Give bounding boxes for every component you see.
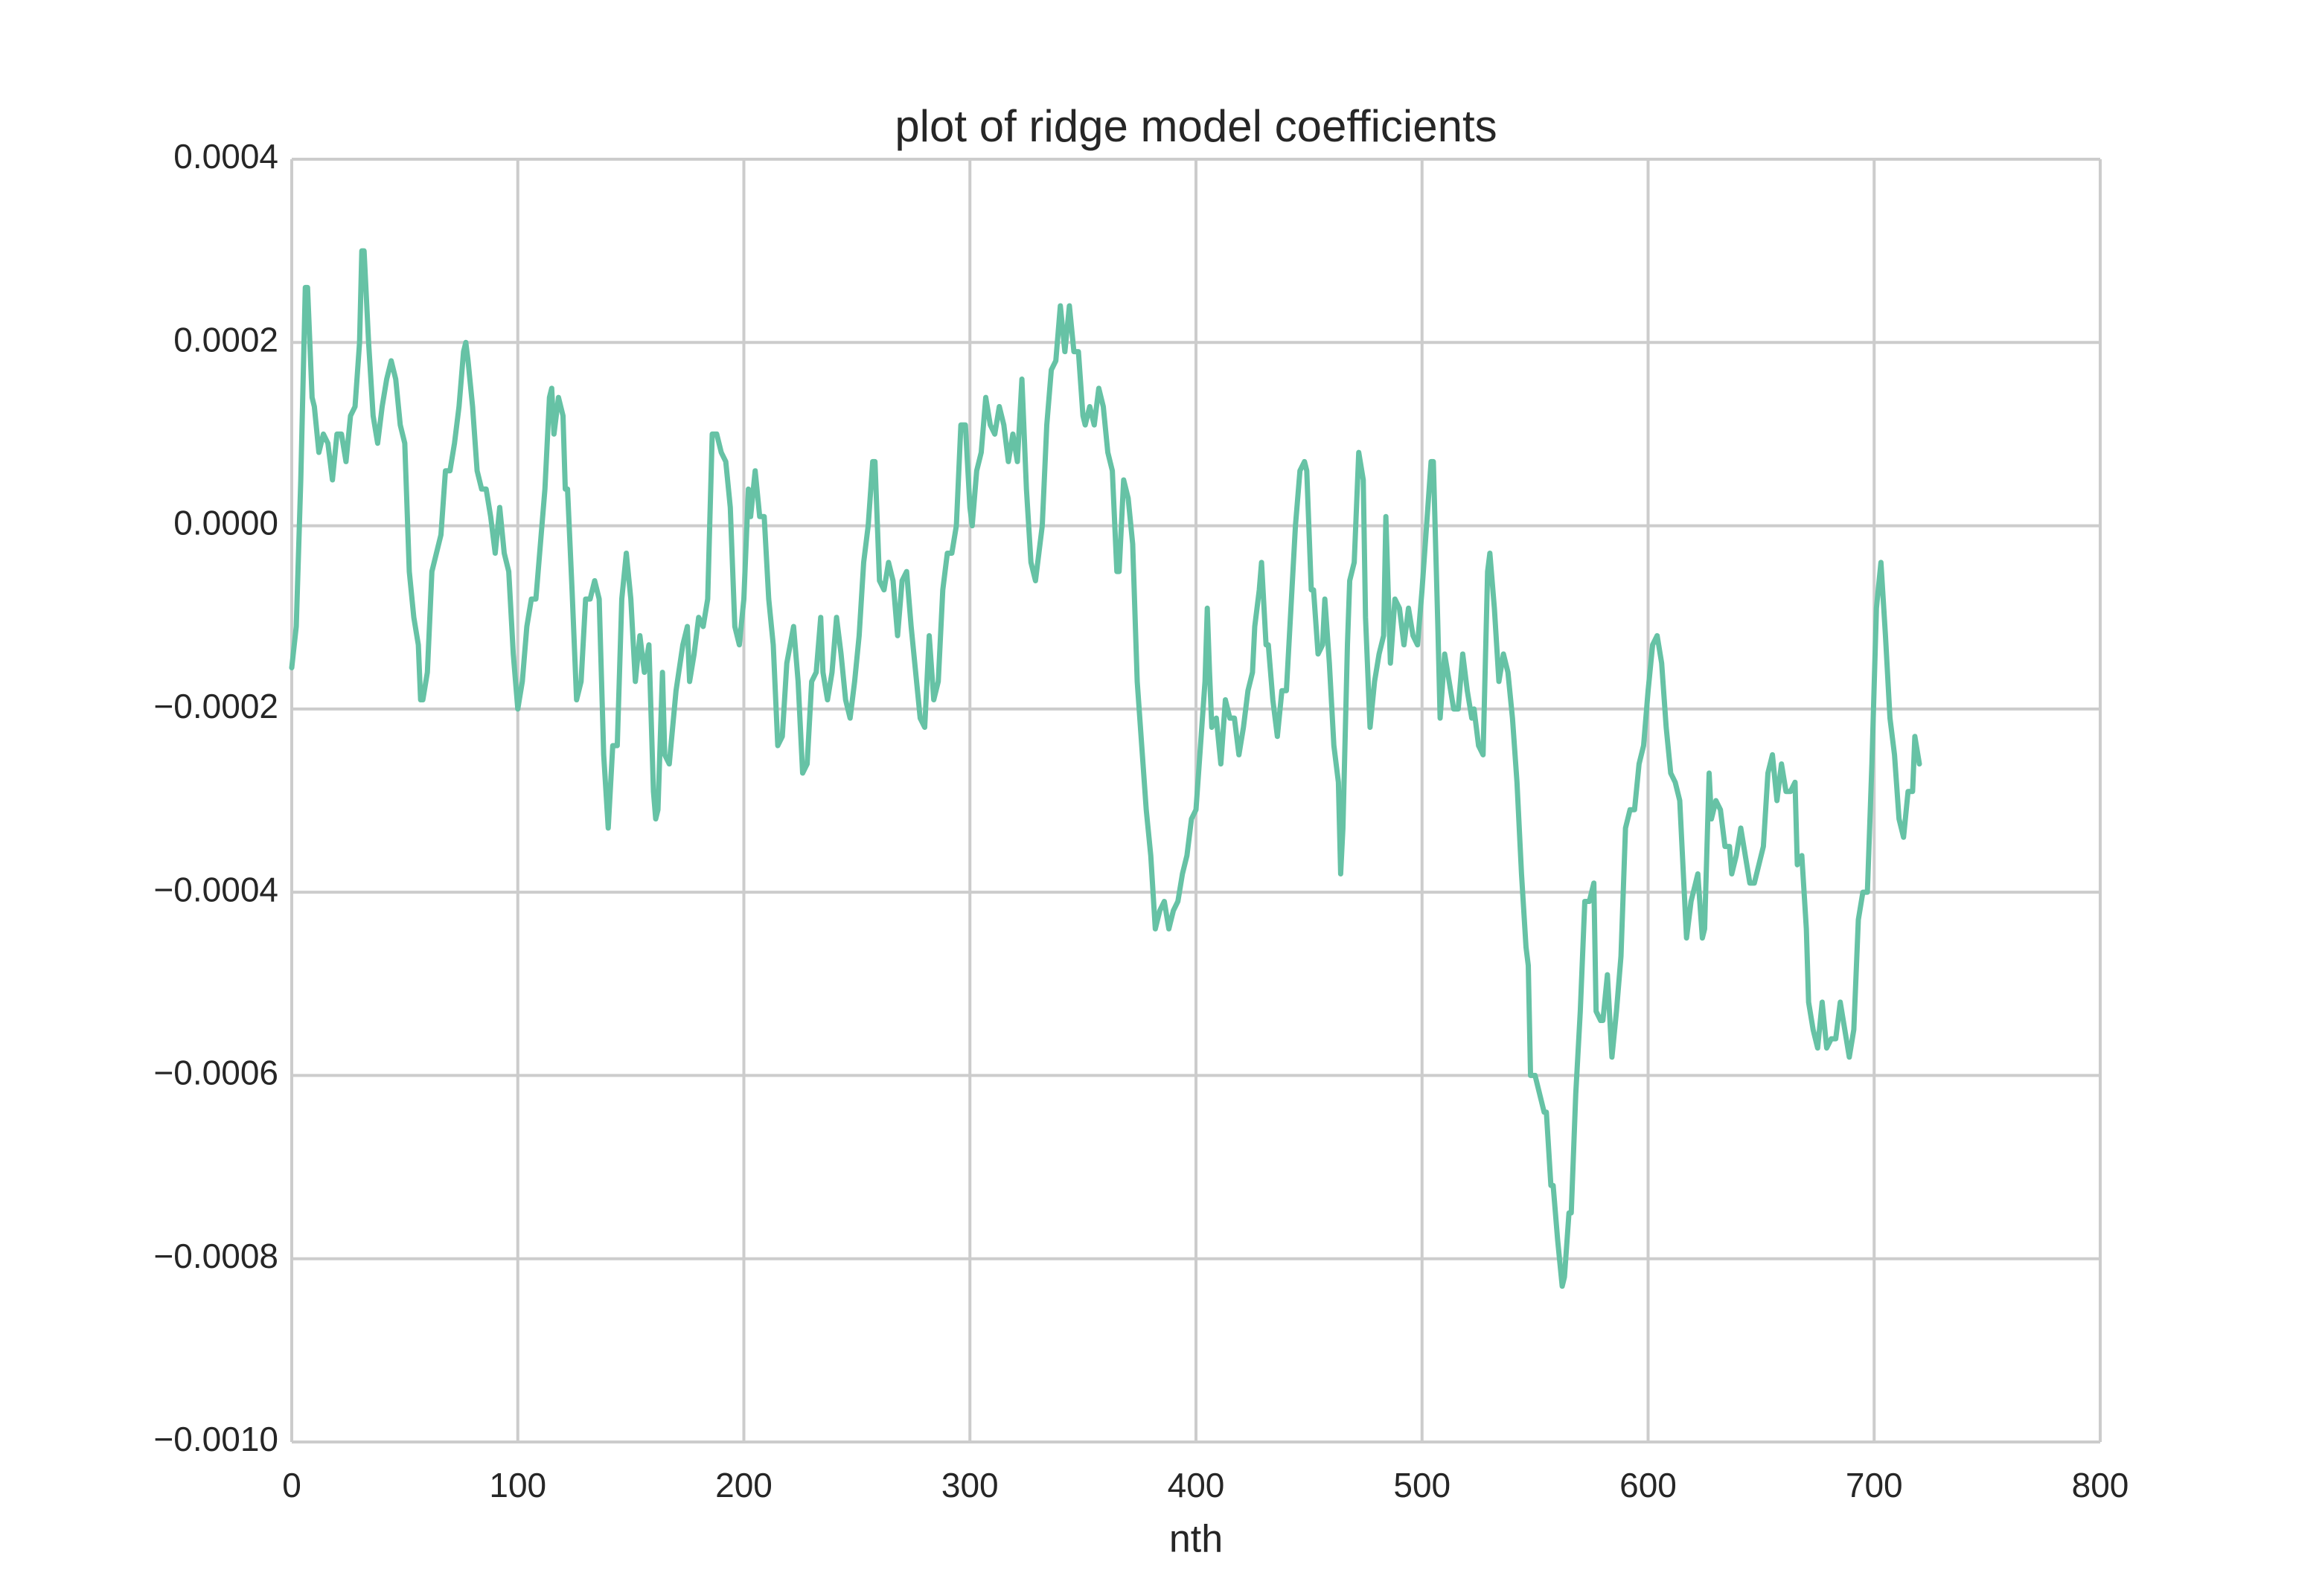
y-tick-label: −0.0004 (153, 870, 278, 908)
x-tick-label: 0 (282, 1466, 301, 1504)
data-line (289, 248, 1922, 1289)
y-tick-label: −0.0002 (153, 687, 278, 725)
x-tick-label: 700 (1846, 1466, 1903, 1504)
x-tick-label: 500 (1393, 1466, 1451, 1504)
y-tick-label: −0.0010 (153, 1420, 278, 1458)
x-tick-label: 800 (2072, 1466, 2129, 1504)
y-tick-label: −0.0008 (153, 1237, 278, 1275)
y-tick-label: −0.0006 (153, 1054, 278, 1092)
chart-title: plot of ridge model coefficients (895, 101, 1497, 151)
y-tick-label: 0.0004 (173, 137, 278, 176)
x-tick-label: 100 (489, 1466, 546, 1504)
x-tick-label: 400 (1168, 1466, 1225, 1504)
x-tick-label: 600 (1619, 1466, 1677, 1504)
y-tick-label: 0.0000 (173, 504, 278, 542)
x-tick-label: 300 (941, 1466, 999, 1504)
y-tick-label: 0.0002 (173, 320, 278, 359)
x-tick-label: 200 (715, 1466, 773, 1504)
x-axis-label: nth (1169, 1518, 1223, 1561)
